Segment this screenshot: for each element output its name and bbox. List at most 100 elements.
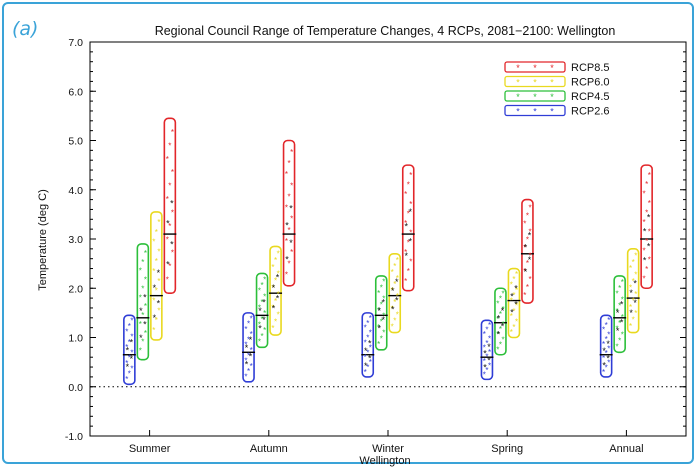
model-star: * [139, 320, 142, 329]
model-star: * [391, 286, 394, 295]
model-star: * [515, 286, 518, 295]
range-box [255, 272, 269, 349]
model-star: * [274, 277, 277, 286]
model-star: * [130, 348, 133, 357]
legend-swatch [504, 75, 566, 88]
core-star: * [157, 298, 161, 308]
model-star: * [382, 278, 385, 287]
range-box-RCP8.5-Spring: **************** [520, 198, 534, 304]
model-star: * [483, 357, 486, 366]
core-star: * [377, 323, 381, 333]
model-star: * [125, 343, 128, 352]
core-star: * [262, 297, 266, 307]
model-star: * [364, 368, 367, 377]
model-star: * [144, 302, 147, 311]
model-star: * [618, 319, 621, 328]
model-star: * [615, 307, 618, 316]
legend-star: * [550, 78, 554, 88]
model-star: * [618, 301, 621, 310]
model-star: * [382, 295, 385, 304]
range-box [123, 314, 136, 386]
model-star: * [501, 320, 504, 329]
core-star: * [249, 351, 253, 361]
model-star: * [602, 326, 605, 335]
core-star: * [487, 342, 491, 352]
model-star: * [632, 296, 635, 305]
legend-item-RCP2.6: * * * RCP2.6 [504, 104, 610, 118]
core-star: * [620, 299, 624, 309]
core-star: * [143, 320, 147, 330]
model-star: * [141, 338, 144, 347]
model-star: * [263, 309, 266, 318]
model-star: * [369, 329, 372, 338]
range-box-RCP4.5-Summer: **************** [136, 243, 150, 361]
model-star: * [250, 362, 253, 371]
core-star: * [377, 306, 381, 316]
model-star: * [607, 330, 610, 339]
legend: * * * RCP8.5 * * * RCP6.0 * * * RCP4.5 * * * RCP2.6 [504, 61, 610, 118]
model-star: * [629, 284, 632, 293]
model-star: * [499, 310, 502, 319]
core-star: * [391, 286, 395, 296]
range-box-RCP4.5-Winter: **************** [374, 275, 388, 351]
range-box-RCP2.6-Annual: **************** [599, 314, 613, 378]
model-star: * [380, 283, 383, 292]
model-star: * [364, 353, 367, 362]
x-axis-label: Wellington [359, 455, 410, 467]
model-star: * [128, 322, 131, 331]
range-box-RCP6.0-Winter: **************** [388, 252, 402, 334]
model-star: * [364, 324, 367, 333]
model-star: * [155, 316, 158, 325]
model-star: * [621, 313, 624, 322]
range-box-RCP2.6-Autumn: **************** [242, 312, 256, 383]
model-star: * [244, 372, 247, 381]
core-star: * [153, 283, 157, 293]
core-star: * [629, 308, 633, 318]
model-star: * [621, 295, 624, 304]
model-star: * [128, 338, 131, 347]
model-star: * [602, 354, 605, 363]
core-star: * [404, 251, 408, 261]
model-star: * [271, 304, 274, 313]
model-star: * [510, 281, 513, 290]
legend-swatch [504, 90, 566, 102]
core-star: * [408, 237, 412, 247]
model-star: * [125, 327, 128, 336]
model-star: * [523, 220, 526, 229]
model-star: * [366, 319, 369, 328]
model-star: * [271, 324, 274, 333]
model-star: * [605, 363, 608, 372]
model-star: * [645, 237, 648, 246]
model-star: * [615, 290, 618, 299]
model-star: * [483, 344, 486, 353]
model-star: * [366, 363, 369, 372]
model-star: * [391, 322, 394, 331]
range-box-RCP4.5-Autumn: **************** [255, 272, 269, 349]
core-star: * [497, 314, 501, 324]
legend-star: * [516, 63, 520, 73]
model-star: * [139, 347, 142, 356]
legend-star: * [516, 92, 520, 102]
core-star: * [130, 354, 134, 364]
core-star: * [528, 231, 532, 241]
core-star: * [364, 361, 368, 371]
model-star: * [648, 227, 651, 236]
model-star: * [512, 275, 515, 284]
range-box [480, 319, 494, 381]
range-box [494, 287, 507, 356]
model-star: * [287, 159, 290, 168]
model-star: * [396, 256, 399, 265]
core-star: * [408, 207, 412, 217]
model-star: * [274, 317, 277, 326]
model-star: * [277, 290, 280, 299]
model-star: * [287, 259, 290, 268]
model-star: * [157, 306, 160, 315]
model-star: * [634, 290, 637, 299]
core-star: * [620, 317, 624, 327]
model-star: * [247, 335, 250, 344]
model-star: * [393, 280, 396, 289]
core-star: * [404, 222, 408, 232]
model-star: * [144, 276, 147, 285]
model-star: * [621, 278, 624, 287]
model-star: * [258, 321, 261, 330]
